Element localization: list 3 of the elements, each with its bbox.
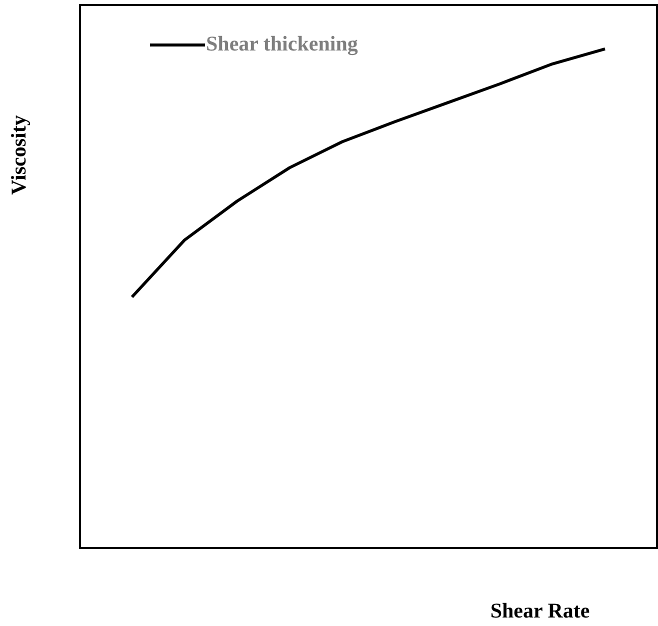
y-axis-title: Viscosity — [6, 114, 30, 195]
legend-label: Shear thickening — [206, 31, 358, 56]
x-axis-title: Shear Rate — [490, 598, 590, 622]
